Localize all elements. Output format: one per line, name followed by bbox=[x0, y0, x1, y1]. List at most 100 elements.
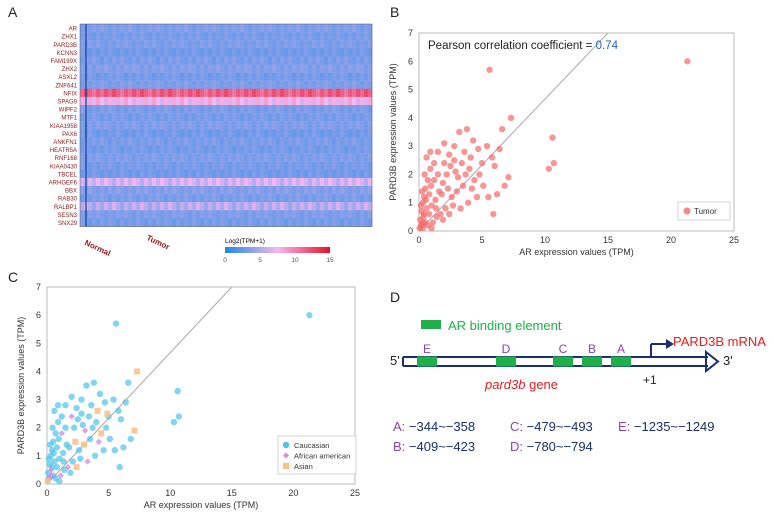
heatmap-cell bbox=[276, 121, 281, 130]
heatmap-cell bbox=[272, 24, 277, 33]
heatmap-cell bbox=[216, 194, 221, 203]
heatmap-cell bbox=[204, 169, 209, 179]
heatmap-cell bbox=[208, 145, 213, 154]
heatmap-cell bbox=[340, 40, 345, 49]
heatmap-cell bbox=[164, 56, 169, 65]
heatmap-cell bbox=[184, 32, 189, 41]
heatmap-cell bbox=[180, 24, 185, 33]
heatmap-cell bbox=[124, 153, 129, 162]
heatmap-cell bbox=[340, 105, 345, 114]
heatmap-cell bbox=[348, 56, 353, 65]
y-tick-label: 0 bbox=[36, 479, 41, 489]
heatmap-cell bbox=[336, 161, 341, 170]
heatmap-cell bbox=[156, 56, 161, 65]
heatmap-cell bbox=[112, 129, 117, 138]
heatmap-cell bbox=[180, 153, 185, 162]
heatmap-cell bbox=[96, 32, 101, 41]
heatmap-cell bbox=[300, 129, 305, 138]
heatmap-cell bbox=[296, 113, 301, 122]
heatmap-cell bbox=[116, 24, 121, 33]
heatmap-cell bbox=[112, 80, 117, 89]
heatmap-cell bbox=[180, 186, 185, 195]
heatmap-cell bbox=[284, 72, 289, 81]
data-point bbox=[58, 430, 65, 437]
heatmap-cell bbox=[128, 96, 133, 106]
heatmap-cell bbox=[188, 80, 193, 89]
heatmap-cell bbox=[156, 137, 161, 146]
heatmap-cell bbox=[280, 218, 285, 227]
heatmap-cell bbox=[280, 32, 285, 41]
heatmap-cell bbox=[160, 202, 165, 211]
heatmap-cell bbox=[136, 121, 141, 130]
heatmap-cell bbox=[228, 64, 233, 73]
heatmap-cell bbox=[240, 153, 245, 162]
heatmap-cell bbox=[360, 129, 365, 138]
heatmap-cell bbox=[220, 96, 225, 106]
heatmap-cell bbox=[352, 24, 357, 33]
heatmap-cell bbox=[308, 137, 313, 146]
heatmap-cell bbox=[344, 113, 349, 122]
heatmap-cell bbox=[136, 145, 141, 154]
heatmap-cell bbox=[88, 64, 93, 73]
heatmap-cell bbox=[240, 121, 245, 130]
heatmap-cell bbox=[292, 129, 297, 138]
heatmap-cell bbox=[80, 161, 85, 170]
heatmap-cell bbox=[204, 137, 209, 146]
y-tick-label: 6 bbox=[36, 310, 41, 320]
heatmap-cell bbox=[96, 137, 101, 146]
heatmap-cell bbox=[80, 24, 85, 33]
heatmap-cell bbox=[308, 218, 313, 227]
heatmap-cell bbox=[212, 56, 217, 65]
heatmap-row-label: KCNN3 bbox=[57, 51, 78, 57]
heatmap-cell bbox=[180, 72, 185, 81]
heatmap-cell bbox=[132, 32, 137, 41]
heatmap-cell bbox=[312, 210, 317, 219]
heatmap-cell bbox=[156, 88, 161, 98]
data-point bbox=[432, 196, 439, 204]
heatmap-cell bbox=[152, 121, 157, 130]
heatmap-cell bbox=[240, 96, 245, 106]
heatmap-cell bbox=[260, 80, 265, 89]
panel-a-heatmap: A AR ZHX1 PARD3B KCNN3 FAM199X ZHX2 ASXL2 ZNF64… bbox=[0, 0, 380, 265]
data-point bbox=[464, 199, 472, 206]
heatmap-cell bbox=[180, 169, 185, 179]
heatmap-cell bbox=[224, 194, 229, 203]
heatmap-cell bbox=[212, 24, 217, 33]
heatmap-cell bbox=[192, 129, 197, 138]
y-tick-label: 1 bbox=[408, 198, 413, 208]
heatmap-cell bbox=[252, 113, 257, 122]
heatmap-cell bbox=[364, 186, 369, 195]
heatmap-cell bbox=[304, 137, 309, 146]
heatmap-cell bbox=[284, 80, 289, 89]
heatmap-cell bbox=[332, 48, 337, 57]
heatmap-cell bbox=[188, 121, 193, 130]
heatmap-cell bbox=[288, 161, 293, 170]
heatmap-cell bbox=[232, 32, 237, 41]
heatmap-cell bbox=[256, 24, 261, 33]
heatmap-cell bbox=[288, 194, 293, 203]
heatmap-cell bbox=[152, 169, 157, 179]
heatmap-cell bbox=[280, 64, 285, 73]
data-point bbox=[433, 213, 440, 221]
heatmap-cell bbox=[344, 24, 349, 33]
heatmap-cell bbox=[108, 194, 113, 203]
heatmap-cell bbox=[240, 145, 245, 154]
heatmap-cell bbox=[320, 32, 325, 41]
heatmap-cell bbox=[296, 121, 301, 130]
heatmap-cell bbox=[168, 145, 173, 154]
heatmap-cell bbox=[104, 96, 109, 106]
heatmap-cell bbox=[220, 137, 225, 146]
group-label-tumor: Tumor bbox=[145, 233, 171, 251]
heatmap-cell bbox=[136, 56, 141, 65]
heatmap-cell bbox=[252, 105, 257, 114]
heatmap-cell bbox=[152, 210, 157, 219]
heatmap-cell bbox=[212, 105, 217, 114]
heatmap-cell bbox=[244, 194, 249, 203]
series-tumor bbox=[416, 58, 691, 232]
heatmap-cell bbox=[308, 202, 313, 211]
heatmap-cell bbox=[328, 169, 333, 179]
heatmap-cell bbox=[208, 210, 213, 219]
heatmap-cell bbox=[308, 88, 313, 98]
heatmap-cell bbox=[324, 169, 329, 179]
heatmap-cell bbox=[164, 153, 169, 162]
